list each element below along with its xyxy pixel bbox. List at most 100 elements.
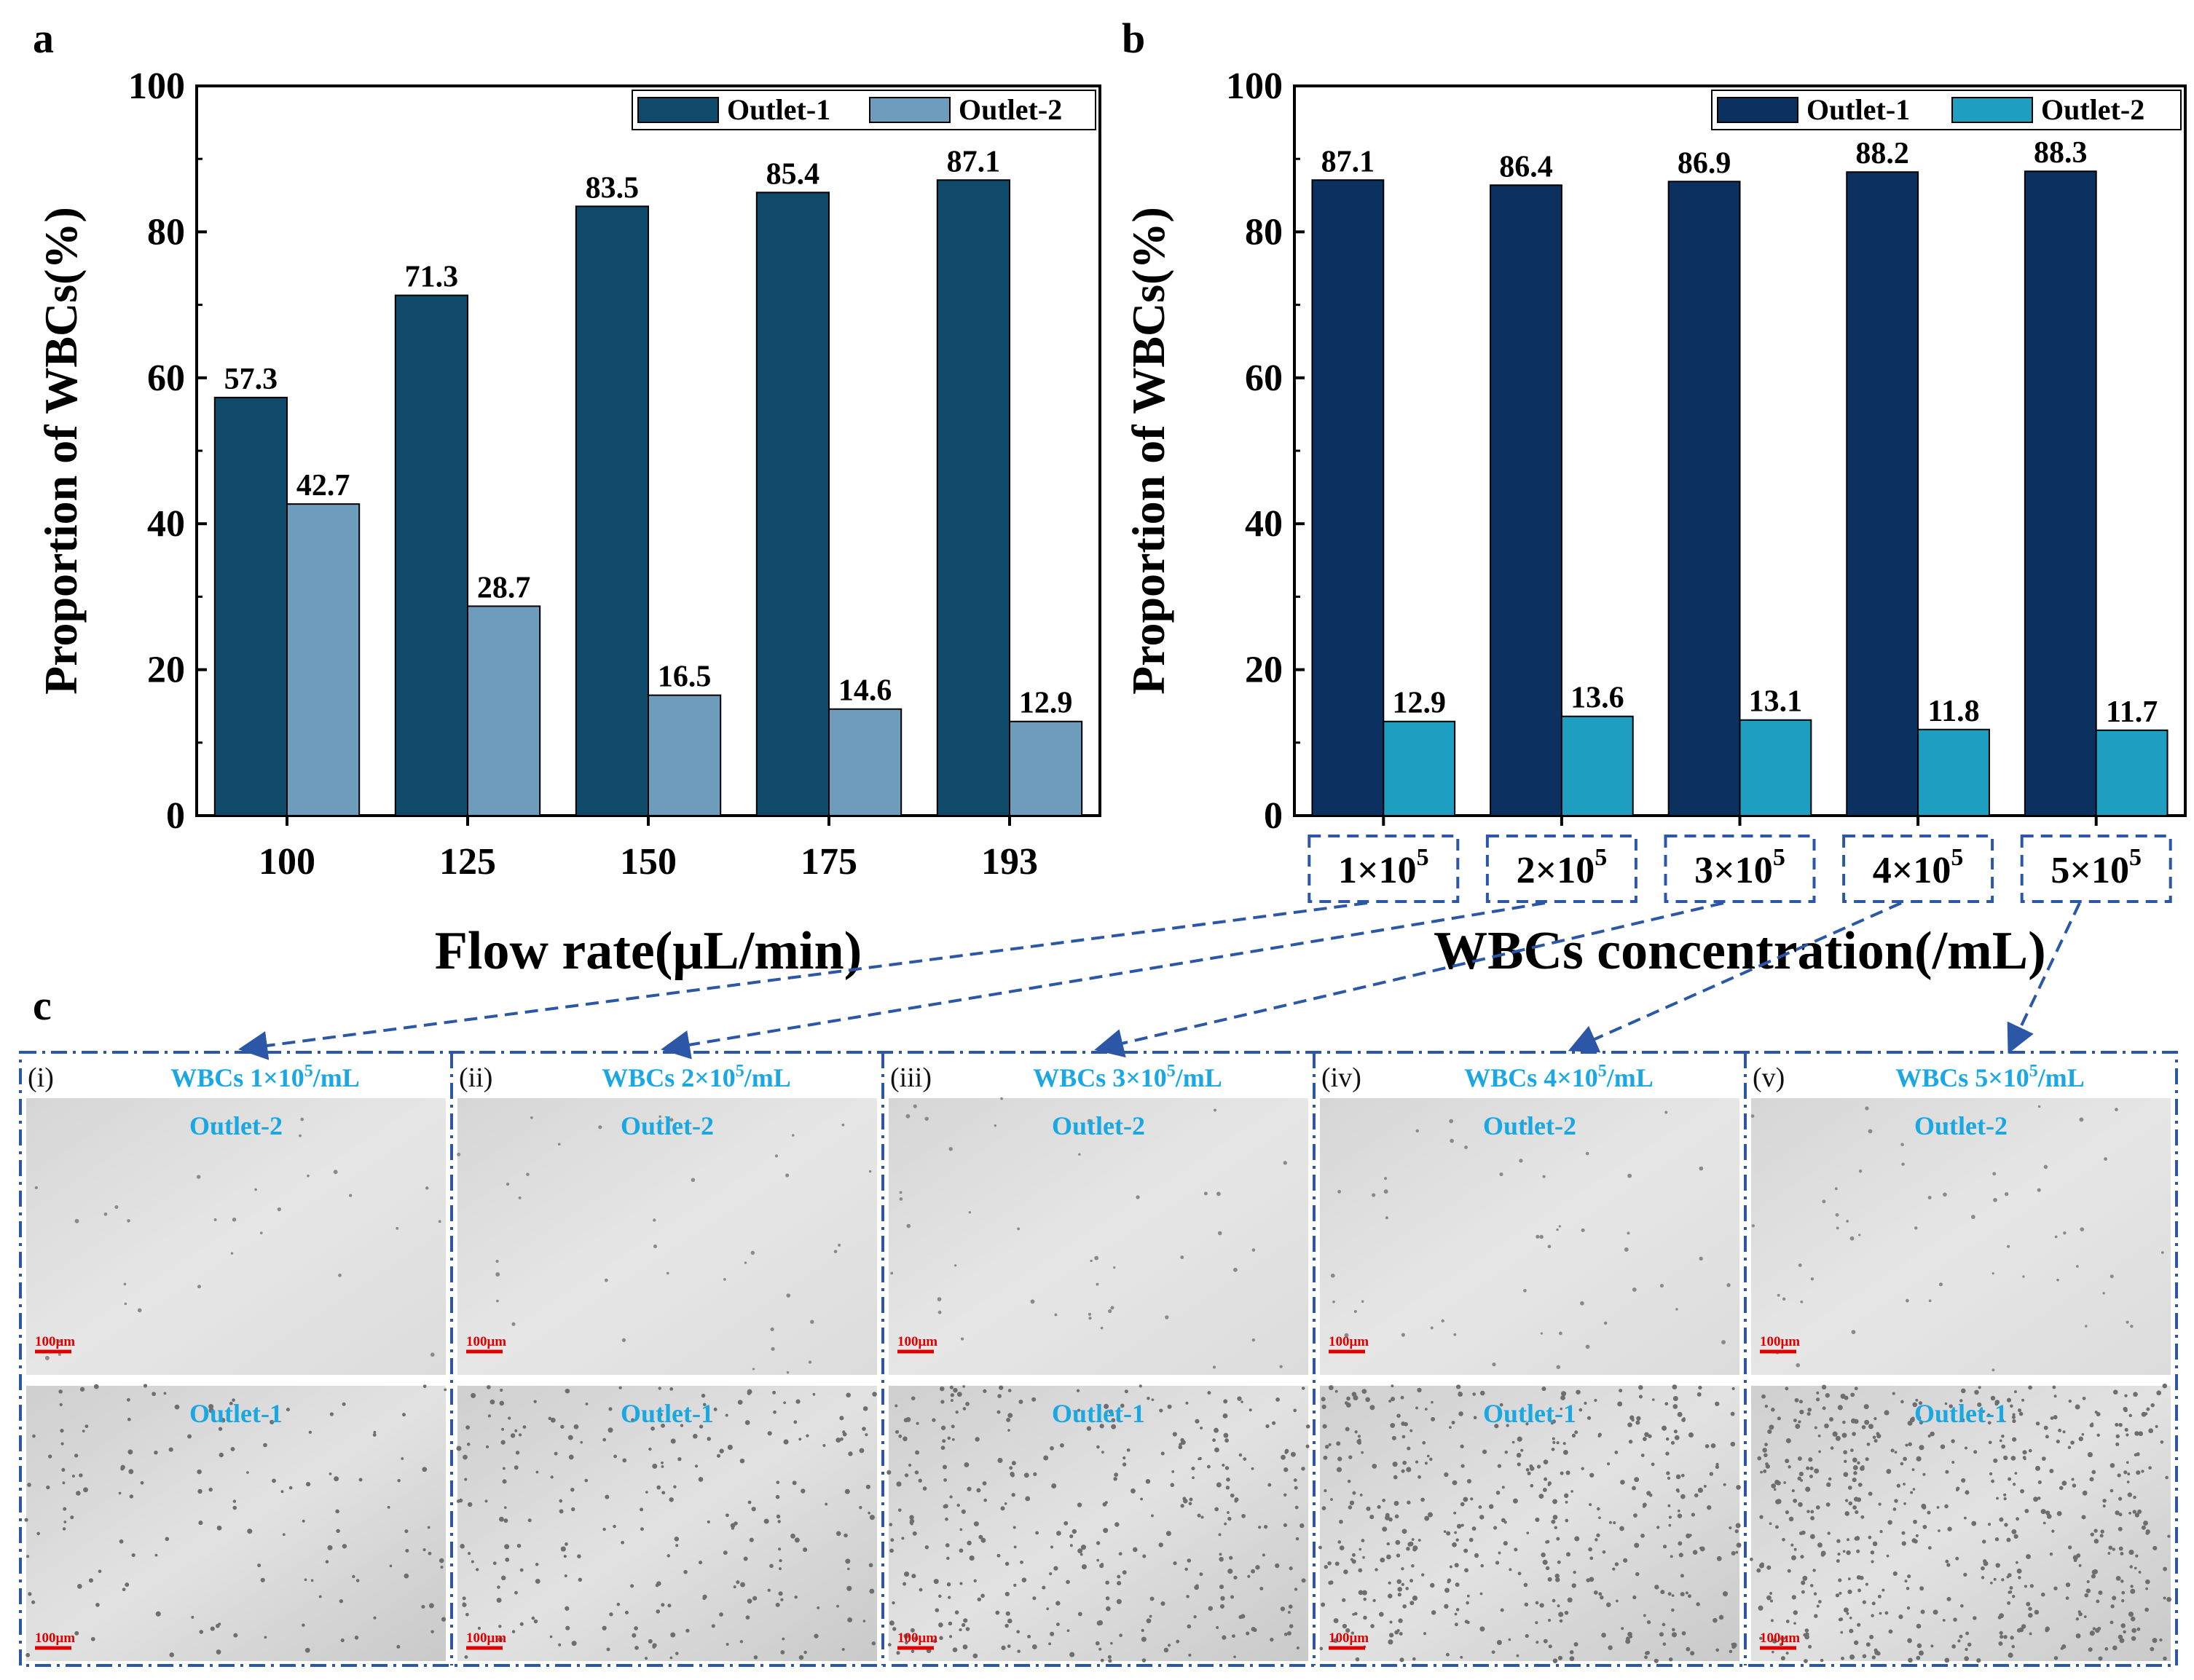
cell [613, 1524, 616, 1529]
cell [1730, 1441, 1736, 1447]
cell [1116, 1598, 1122, 1604]
cell [2148, 1466, 2152, 1470]
cell [1023, 1472, 1029, 1478]
cell [953, 1387, 958, 1393]
cell [1251, 1569, 1255, 1574]
cell [911, 1574, 916, 1579]
cell [247, 1529, 253, 1534]
cell [198, 1521, 203, 1526]
cell [1524, 1121, 1527, 1126]
cell [980, 1593, 985, 1598]
cell [1108, 1409, 1114, 1414]
cell [1846, 1550, 1851, 1555]
cell [62, 1481, 66, 1485]
cell [1879, 1612, 1882, 1615]
cell [2016, 1568, 2022, 1574]
cell [1445, 1652, 1450, 1657]
cell [1602, 1550, 1606, 1554]
cell [1632, 1595, 1637, 1600]
cell [577, 1554, 581, 1558]
cell [2018, 1576, 2021, 1580]
cell [2090, 1532, 2094, 1537]
cell [1386, 1542, 1390, 1546]
outlet-1-image [1320, 1386, 1739, 1661]
cell [1804, 1659, 1808, 1663]
cell [1813, 1592, 1817, 1596]
cell [1429, 1582, 1435, 1588]
cell [2118, 1513, 2123, 1517]
cell [699, 1424, 704, 1429]
panel-a-letter: a [33, 15, 54, 62]
cell [467, 1502, 473, 1507]
cell [2104, 1647, 2109, 1651]
cell [1876, 1433, 1882, 1439]
cell [1005, 1611, 1010, 1616]
cell [1853, 1640, 1859, 1645]
cell [959, 1548, 964, 1553]
cell [1556, 1365, 1561, 1370]
cell [1147, 1397, 1150, 1400]
cell [355, 1579, 360, 1582]
cell [1375, 1568, 1378, 1571]
cell [1628, 1440, 1633, 1444]
cell [719, 1448, 724, 1454]
cell [1994, 1537, 2000, 1542]
cell [1977, 1402, 1982, 1408]
cell [342, 1544, 347, 1549]
cell [2010, 1404, 2013, 1408]
cell [114, 1204, 119, 1210]
cell [1226, 1477, 1230, 1482]
cell [1672, 1384, 1678, 1390]
x-tick-label: 175 [801, 841, 857, 883]
outlet-2-image [1320, 1098, 1739, 1375]
cell [2092, 1627, 2096, 1630]
cell [2037, 1188, 2041, 1192]
cell [1726, 1283, 1731, 1287]
cell [79, 1387, 85, 1392]
cell [1301, 1467, 1305, 1471]
cell [1370, 1624, 1375, 1628]
cell [2137, 1509, 2142, 1514]
cell [1858, 1234, 1861, 1237]
cell [1868, 1424, 1874, 1429]
cell [1855, 1510, 1859, 1515]
cell [1552, 1598, 1556, 1603]
cell [995, 1610, 1000, 1615]
cell [1561, 1391, 1567, 1397]
cell [1451, 1421, 1455, 1424]
cell [518, 1433, 522, 1437]
cell [1854, 1387, 1858, 1391]
cell [565, 1606, 570, 1611]
cell [1104, 1403, 1109, 1409]
cell [2100, 1529, 2104, 1534]
cell [2082, 1397, 2086, 1400]
cell [1840, 1630, 1844, 1634]
cell [1710, 1443, 1716, 1448]
cell [358, 1478, 363, 1482]
cell [844, 1488, 850, 1494]
cell [1453, 1333, 1457, 1336]
cell [842, 1432, 847, 1437]
cell [58, 1389, 63, 1394]
cell [1333, 1638, 1338, 1644]
cell [1203, 1191, 1208, 1196]
cell [1557, 1560, 1561, 1564]
bar-outlet-2-4 [2095, 729, 2169, 816]
cell [1930, 1644, 1934, 1648]
cell [1817, 1600, 1822, 1604]
bar-outlet-1-0 [213, 396, 288, 816]
cell [26, 1555, 30, 1558]
cell [1555, 1577, 1560, 1582]
cell [1396, 1413, 1401, 1418]
cell [968, 1211, 972, 1214]
cell [911, 1649, 915, 1653]
cell [969, 1555, 975, 1561]
cell [2007, 1573, 2012, 1577]
cell [922, 1486, 927, 1491]
cell [621, 1338, 626, 1342]
cell [2089, 1423, 2094, 1428]
cell [669, 1387, 674, 1391]
cell [1914, 1226, 1918, 1230]
cell [1069, 1534, 1074, 1539]
cell [783, 1439, 789, 1445]
